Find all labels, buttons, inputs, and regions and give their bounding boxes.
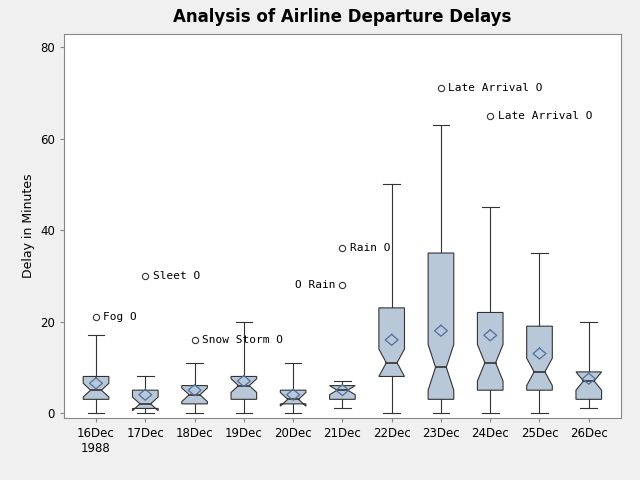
Text: O Rain: O Rain	[294, 280, 335, 290]
Polygon shape	[576, 372, 602, 399]
Polygon shape	[379, 308, 404, 376]
Polygon shape	[280, 390, 306, 406]
Polygon shape	[477, 312, 503, 390]
Text: Snow Storm O: Snow Storm O	[202, 335, 283, 345]
Text: Late Arrival O: Late Arrival O	[498, 111, 592, 121]
Title: Analysis of Airline Departure Delays: Analysis of Airline Departure Delays	[173, 9, 511, 26]
Polygon shape	[231, 376, 257, 399]
Polygon shape	[182, 385, 207, 404]
Polygon shape	[527, 326, 552, 390]
Text: Late Arrival O: Late Arrival O	[449, 84, 543, 94]
Polygon shape	[83, 376, 109, 399]
Polygon shape	[330, 385, 355, 399]
Text: Sleet O: Sleet O	[153, 271, 200, 281]
Y-axis label: Delay in Minutes: Delay in Minutes	[22, 173, 35, 278]
Polygon shape	[428, 253, 454, 399]
Polygon shape	[132, 390, 158, 411]
Text: Fog O: Fog O	[104, 312, 137, 322]
Text: Rain O: Rain O	[350, 243, 390, 253]
